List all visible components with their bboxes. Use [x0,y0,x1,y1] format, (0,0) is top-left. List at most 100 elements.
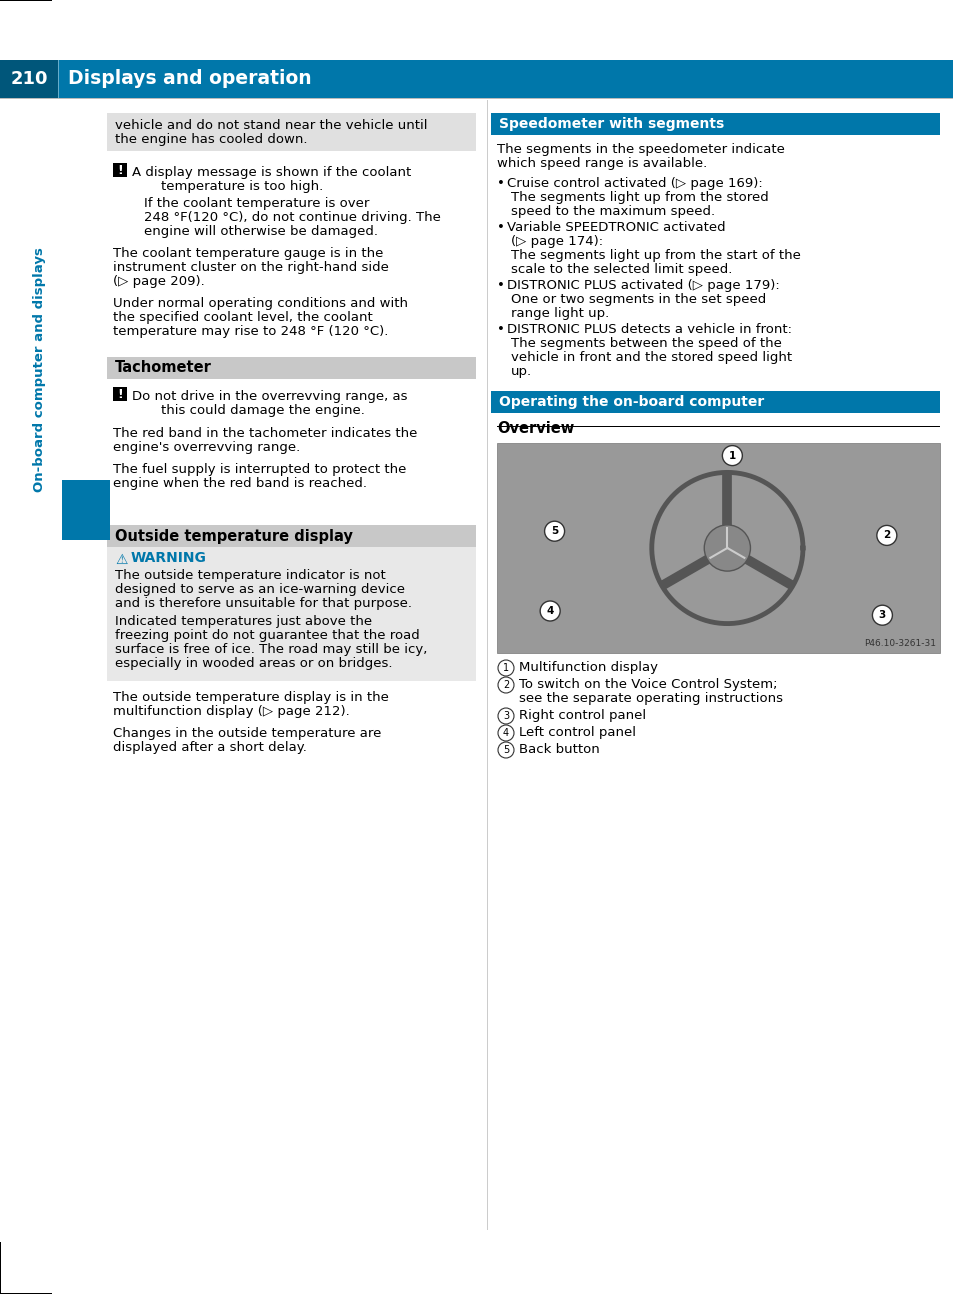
Bar [0,60,953,98]
Text: which speed range is available.: which speed range is available. [497,157,706,170]
Bar [107,525,476,547]
Text: !: ! [117,387,123,401]
Text: speed to the maximum speed.: speed to the maximum speed. [511,204,715,217]
Text: especially in wooded areas or on bridges.: especially in wooded areas or on bridges… [115,657,392,670]
Text: range light up.: range light up. [511,307,609,320]
Circle shape [497,725,514,741]
Text: •: • [497,324,504,336]
Circle shape [497,708,514,725]
Text: Outside temperature display: Outside temperature display [115,528,353,543]
Text: On-board computer and displays: On-board computer and displays [33,247,47,493]
Bar [112,387,127,401]
Text: and is therefore unsuitable for that purpose.: and is therefore unsuitable for that pur… [115,597,412,609]
Text: One or two segments in the set speed: One or two segments in the set speed [511,292,765,305]
Text: DISTRONIC PLUS detects a vehicle in front:: DISTRONIC PLUS detects a vehicle in fron… [506,324,791,336]
Text: (▷ page 209).: (▷ page 209). [112,276,205,289]
Text: (▷ page 174):: (▷ page 174): [511,236,602,248]
Text: see the separate operating instructions: see the separate operating instructions [518,692,782,705]
Bar [497,443,939,653]
Bar [0,60,58,98]
Text: Cruise control activated (▷ page 169):: Cruise control activated (▷ page 169): [506,177,762,190]
Text: The red band in the tachometer indicates the: The red band in the tachometer indicates… [112,427,417,440]
Text: engine's overrevving range.: engine's overrevving range. [112,441,300,454]
Text: 3: 3 [878,611,885,620]
Bar [62,480,110,540]
Text: Operating the on-board computer: Operating the on-board computer [498,395,763,409]
Text: The fuel supply is interrupted to protect the: The fuel supply is interrupted to protec… [112,463,406,476]
Text: this could damage the engine.: this could damage the engine. [144,404,364,417]
Text: 248 °F(120 °C), do not continue driving. The: 248 °F(120 °C), do not continue driving.… [144,211,440,224]
Text: Back button: Back button [518,743,599,756]
Text: vehicle in front and the stored speed light: vehicle in front and the stored speed li… [511,351,791,364]
Text: 1: 1 [502,663,509,673]
Bar [58,60,59,98]
Text: To switch on the Voice Control System;: To switch on the Voice Control System; [518,678,777,691]
Text: temperature is too high.: temperature is too high. [144,180,323,193]
Bar [491,391,939,413]
Text: ⚠: ⚠ [115,553,128,567]
Text: the engine has cooled down.: the engine has cooled down. [115,133,307,146]
Text: Indicated temperatures just above the: Indicated temperatures just above the [115,615,372,628]
Text: 3: 3 [502,710,509,721]
Text: •: • [497,177,504,190]
Text: Speedometer with segments: Speedometer with segments [498,116,723,131]
Text: vehicle and do not stand near the vehicle until: vehicle and do not stand near the vehicl… [115,119,427,132]
Circle shape [497,660,514,675]
Text: Multifunction display: Multifunction display [518,661,658,674]
Text: The coolant temperature gauge is in the: The coolant temperature gauge is in the [112,247,383,260]
Bar [107,113,476,151]
Text: WARNING: WARNING [131,551,207,565]
Text: 210: 210 [10,70,48,88]
Text: The segments between the speed of the: The segments between the speed of the [511,336,781,349]
Text: The segments light up from the stored: The segments light up from the stored [511,192,768,204]
Text: instrument cluster on the right-hand side: instrument cluster on the right-hand sid… [112,261,389,274]
Text: If the coolant temperature is over: If the coolant temperature is over [144,197,369,210]
Text: A display message is shown if the coolant: A display message is shown if the coolan… [132,166,411,179]
Text: surface is free of ice. The road may still be icy,: surface is free of ice. The road may sti… [115,643,427,656]
Text: •: • [497,221,504,234]
Text: Tachometer: Tachometer [115,361,212,375]
Text: the specified coolant level, the coolant: the specified coolant level, the coolant [112,311,373,324]
Circle shape [539,600,559,621]
Text: 4: 4 [502,729,509,738]
Text: multifunction display (▷ page 212).: multifunction display (▷ page 212). [112,705,350,718]
Text: The outside temperature display is in the: The outside temperature display is in th… [112,691,389,704]
Bar [0,1242,1,1294]
Bar [486,100,488,1231]
Text: 4: 4 [546,606,554,616]
Text: 1: 1 [728,450,735,461]
Text: Do not drive in the overrevving range, as: Do not drive in the overrevving range, a… [132,389,407,402]
Text: 2: 2 [882,531,889,541]
Bar [107,357,476,379]
Bar [112,163,127,177]
Text: !: ! [117,163,123,176]
Text: 5: 5 [551,527,558,536]
Text: temperature may rise to 248 °F (120 °C).: temperature may rise to 248 °F (120 °C). [112,325,388,338]
Text: Under normal operating conditions and with: Under normal operating conditions and wi… [112,298,408,311]
Text: scale to the selected limit speed.: scale to the selected limit speed. [511,263,732,276]
Text: Changes in the outside temperature are: Changes in the outside temperature are [112,727,381,740]
Text: Displays and operation: Displays and operation [68,70,312,88]
Bar [491,113,939,135]
Circle shape [544,521,564,541]
Text: •: • [497,280,504,292]
Text: The outside temperature indicator is not: The outside temperature indicator is not [115,569,385,582]
Text: The segments light up from the start of the: The segments light up from the start of … [511,248,800,261]
Circle shape [703,525,750,571]
Circle shape [497,741,514,758]
Bar [107,547,476,681]
Text: freezing point do not guarantee that the road: freezing point do not guarantee that the… [115,629,419,642]
Text: 5: 5 [502,745,509,754]
Text: displayed after a short delay.: displayed after a short delay. [112,741,307,754]
Text: P46.10-3261-31: P46.10-3261-31 [863,639,935,648]
Circle shape [497,677,514,694]
Circle shape [721,445,741,466]
Text: Overview: Overview [497,421,574,436]
Text: Variable SPEEDTRONIC activated: Variable SPEEDTRONIC activated [506,221,725,234]
Text: designed to serve as an ice-warning device: designed to serve as an ice-warning devi… [115,584,405,597]
Text: DISTRONIC PLUS activated (▷ page 179):: DISTRONIC PLUS activated (▷ page 179): [506,280,779,292]
Circle shape [871,606,891,625]
Text: 2: 2 [502,681,509,690]
Text: up.: up. [511,365,532,378]
Text: The segments in the speedometer indicate: The segments in the speedometer indicate [497,144,784,157]
